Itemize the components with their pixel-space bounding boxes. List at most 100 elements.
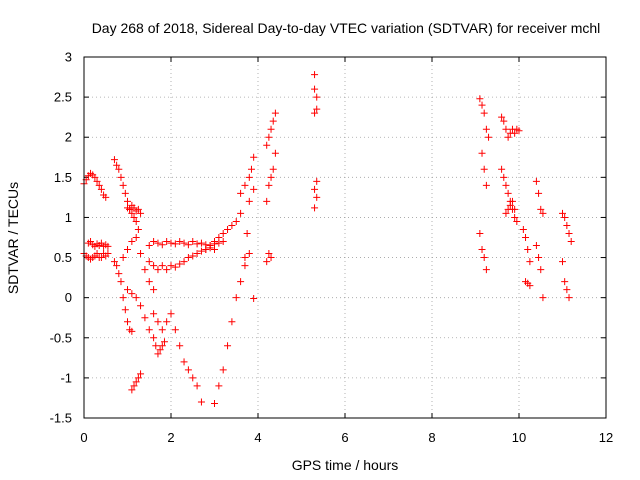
data-point-plus [245,197,253,205]
data-point-plus [478,246,486,254]
x-tick-label: 8 [428,430,435,445]
data-point-plus [561,213,569,221]
data-point-plus [158,262,166,270]
data-point-plus [97,185,105,193]
data-point-plus [128,209,136,217]
data-point-plus [511,213,519,221]
y-tick-label: 0 [65,290,72,305]
x-axis-ticks: 0 2 4 6 8 10 12 [80,57,613,445]
data-point-plus [93,177,101,185]
data-point-plus [219,238,227,246]
data-point-plus [313,93,321,101]
data-point-plus [563,286,571,294]
data-point-plus [117,173,125,181]
data-point-plus [132,378,140,386]
data-point-plus [480,165,488,173]
data-point-plus [124,286,131,294]
data-point-plus [565,229,573,237]
data-point-plus [211,400,218,408]
data-point-plus [250,185,258,193]
data-point-plus [134,205,142,213]
data-point-plus [311,85,319,93]
data-point-plus [482,125,490,133]
y-axis-ticks: -1.5 -1 -0.5 0 0.5 1 1.5 2 2.5 3 [50,50,606,426]
y-tick-label: 2.5 [54,90,72,105]
data-point-plus [263,258,271,266]
y-tick-label: 2 [65,130,72,145]
data-point-plus [104,242,112,250]
data-point-plus [267,125,275,133]
data-point-plus [535,189,543,197]
y-tick-label: -0.5 [50,330,72,345]
data-point-plus [134,225,142,233]
data-point-plus [535,254,543,262]
data-point-plus [141,314,149,322]
data-point-plus [232,217,240,225]
data-point-plus [197,239,205,247]
data-point-plus [311,109,319,117]
data-point-plus [485,133,493,141]
data-point-plus [130,382,138,390]
data-point-plus [152,342,160,350]
data-point-plus [565,294,573,302]
plot-frame [83,56,607,419]
x-tick-label: 10 [512,430,526,445]
data-point-plus [158,241,166,249]
data-point-plus [511,205,519,213]
data-point-plus [211,246,218,254]
data-point-plus [180,239,188,247]
data-point-plus [313,105,321,113]
data-point-plus [137,209,145,217]
data-point-plus [193,250,201,258]
data-point-plus [150,310,158,318]
data-point-plus [154,266,162,274]
data-point-plus [150,286,158,294]
data-point-plus [504,133,512,141]
data-point-plus [265,133,273,141]
data-point-plus [93,250,101,258]
data-point-plus [197,398,205,406]
data-point-plus [156,346,164,354]
data-point-plus [241,181,249,189]
data-point-plus [232,294,240,302]
data-point-plus [110,156,118,164]
data-point-plus [567,238,575,246]
data-point-plus [128,327,136,335]
data-point-plus [115,165,123,173]
x-tick-label: 12 [599,430,613,445]
data-point-plus [137,370,145,378]
data-point-plus [141,266,149,274]
data-point-plus [128,386,136,394]
data-point-plus [154,350,162,358]
data-point-plus [224,342,232,350]
data-point-plus [137,302,145,310]
data-point-plus [263,197,271,205]
data-point-plus [176,238,184,246]
data-point-plus [119,181,127,189]
data-point-plus [202,246,210,254]
data-point-plus [243,229,251,237]
data-point-plus [265,181,273,189]
data-point-plus [176,260,184,268]
data-point-plus [267,254,275,262]
data-point-plus [271,109,279,117]
data-point-plus [189,238,197,246]
data-point-plus [502,125,510,133]
data-point-plus [267,173,275,181]
data-point-plus [526,282,534,290]
data-point-plus [113,262,121,270]
data-point-plus [163,266,171,274]
data-point-plus [163,238,171,246]
data-point-plus [215,382,223,390]
data-point-plus [271,149,279,157]
data-point-plus [247,165,255,173]
data-point-plus [502,209,510,217]
data-point-plus [102,193,110,201]
data-point-plus [197,247,205,255]
data-point-plus [184,366,192,374]
data-point-plus [245,173,253,181]
data-point-plus [532,177,540,185]
data-point-plus [502,181,510,189]
data-point-plus [539,294,547,302]
data-point-plus [269,165,277,173]
